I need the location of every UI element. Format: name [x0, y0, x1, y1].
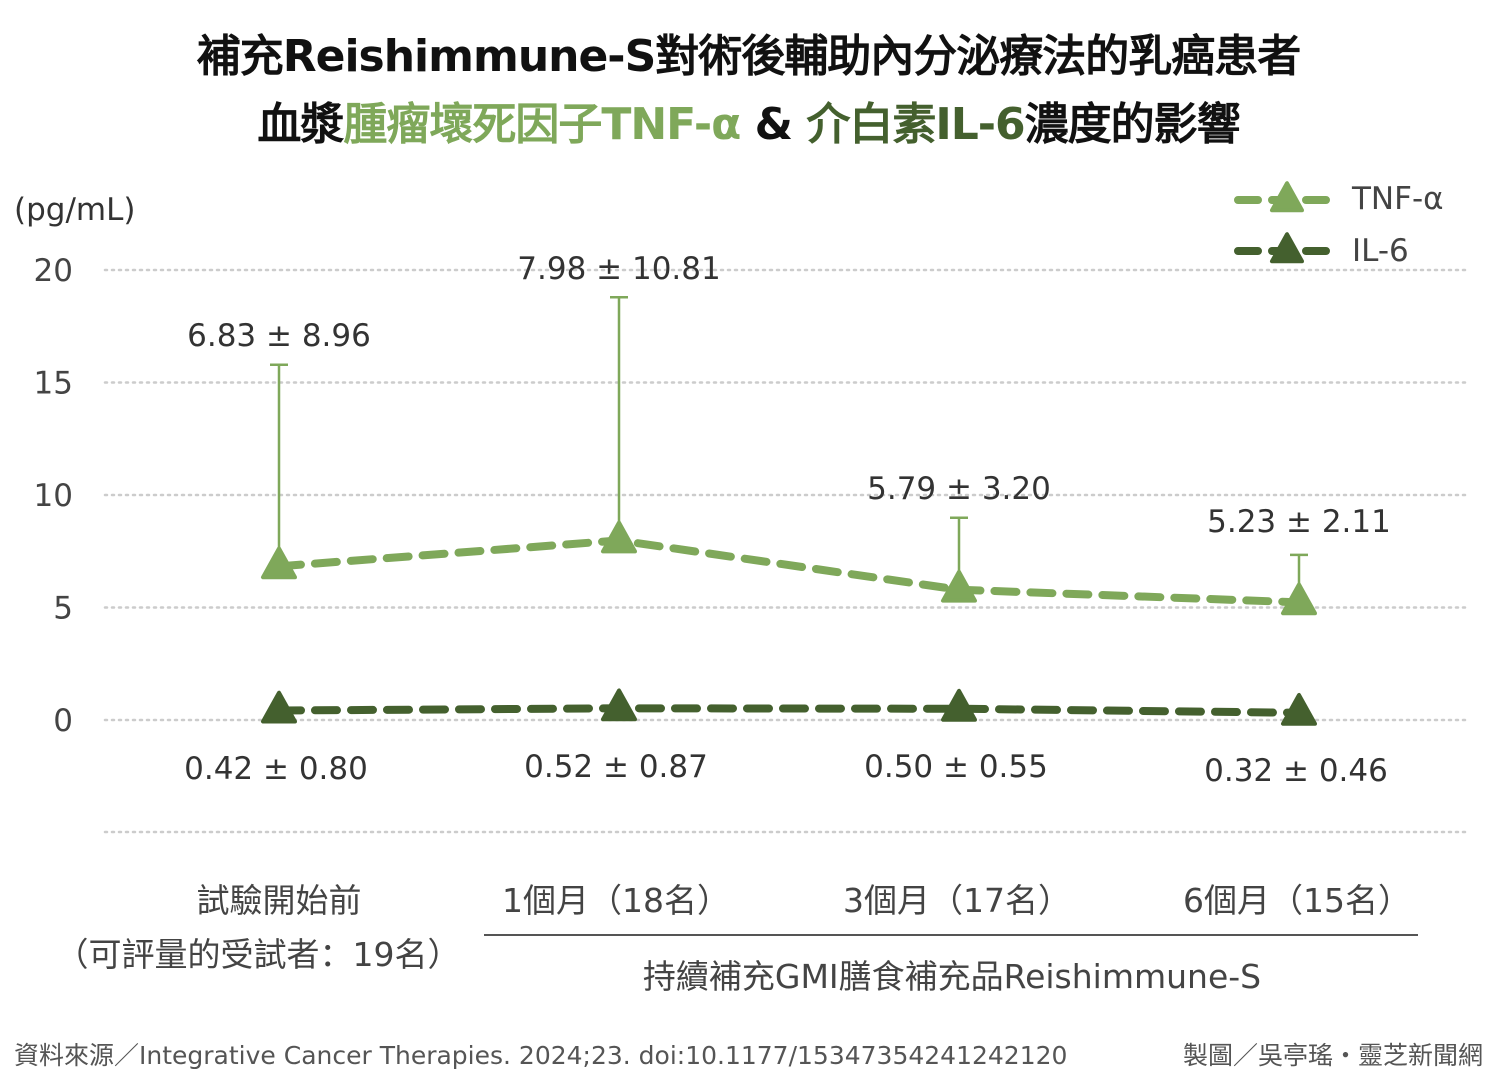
il6-data-label: 0.42 ± 0.80: [184, 751, 368, 787]
y-tick-label: 15: [34, 366, 73, 402]
tnf-data-label: 5.23 ± 2.11: [1207, 504, 1391, 540]
x-label-baseline: 試驗開始前: [196, 881, 362, 920]
chart-title-line1: 補充Reishimmune-S對術後輔助內分泌療法的乳癌患者: [196, 31, 1302, 82]
il6-marker: [1281, 692, 1317, 726]
il6-marker: [601, 688, 637, 722]
y-tick-label: 20: [34, 253, 73, 289]
y-axis-unit: (pg/mL): [14, 192, 136, 228]
legend-label-il6: IL-6: [1352, 233, 1409, 269]
y-tick-label: 0: [53, 703, 73, 739]
x-label-month3: 3個月（17名）: [843, 881, 1071, 920]
source-citation: 資料來源／Integrative Cancer Therapies. 2024;…: [14, 1041, 1068, 1070]
title-amp: &: [740, 99, 807, 150]
chart-title-line2: 血漿腫瘤壞死因子TNF-α & 介白素IL-6濃度的影響: [0, 88, 1497, 152]
title-il6: 介白素IL-6: [806, 99, 1025, 150]
y-tick-label: 10: [34, 478, 73, 514]
x-label-baseline-sub: （可評量的受試者：19名）: [55, 935, 461, 974]
title-suffix: 濃度的影響: [1024, 99, 1241, 150]
x-group-label: 持續補充GMI膳食補充品Reishimmune-S: [642, 957, 1262, 996]
title-tnf: 腫瘤壞死因子TNF-α: [343, 99, 741, 150]
tnf-marker: [941, 569, 977, 603]
legend-label-tnf: TNF-α: [1352, 181, 1444, 217]
tnf-data-label: 7.98 ± 10.81: [517, 251, 720, 287]
tnf-data-label: 5.79 ± 3.20: [867, 471, 1051, 507]
tnf-series-line: [275, 536, 1303, 607]
tnf-marker: [601, 520, 637, 554]
x-label-month1: 1個月（18名）: [502, 881, 730, 920]
tnf-marker: [261, 546, 297, 580]
x-label-month6: 6個月（15名）: [1183, 881, 1411, 920]
il6-marker: [941, 688, 977, 722]
title-prefix: 血漿: [257, 99, 344, 150]
y-tick-label: 5: [53, 591, 73, 627]
il6-data-label: 0.52 ± 0.87: [524, 749, 708, 785]
legend-tnf-marker: [1270, 181, 1304, 213]
tnf-marker: [1281, 582, 1317, 616]
legend-il6-marker: [1270, 232, 1304, 264]
il6-series-line: [275, 704, 1303, 717]
il6-data-label: 0.50 ± 0.55: [864, 749, 1048, 785]
tnf-data-label: 6.83 ± 8.96: [187, 318, 371, 354]
il6-marker: [261, 690, 297, 724]
chart-credit: 製圖／吳亭瑤・靈芝新聞網: [1182, 1041, 1483, 1070]
il6-data-label: 0.32 ± 0.46: [1204, 753, 1388, 789]
